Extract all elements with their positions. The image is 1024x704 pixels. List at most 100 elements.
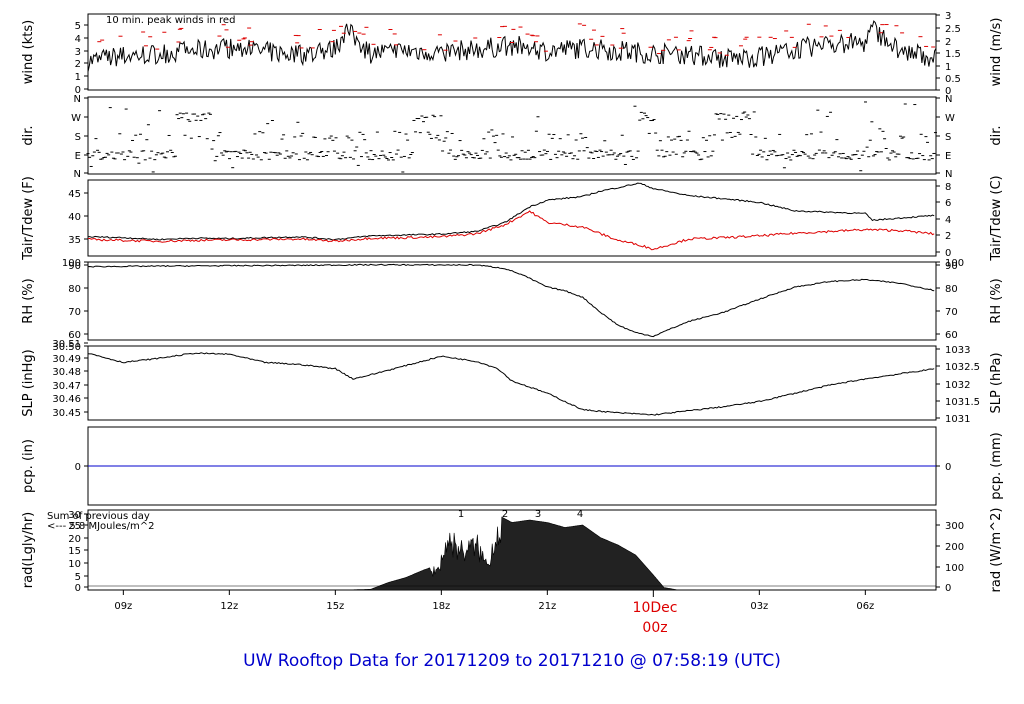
left-tick-label: S — [75, 132, 81, 143]
air-temp-line — [87, 182, 935, 241]
date-tick-label: 10Dec — [633, 600, 678, 616]
time-tick-label: 12z — [220, 601, 238, 612]
right-tick-label: 200 — [945, 542, 964, 553]
y-axis-label-left: SLP (inHg) — [21, 349, 36, 417]
page-title: UW Rooftop Data for 20171209 to 20171210… — [243, 651, 781, 671]
y-axis-label-left: wind (kts) — [21, 20, 36, 84]
y-axis-label-right: wind (m/s) — [989, 18, 1004, 87]
time-tick-label: 06z — [856, 601, 874, 612]
panel-frame — [87, 96, 937, 175]
left-tick-label: 30 — [68, 510, 81, 521]
left-tick-label: 10 — [68, 559, 81, 570]
wind-line — [87, 20, 937, 72]
right-tick-label: 3 — [945, 11, 951, 22]
left-tick-label: 70 — [68, 307, 81, 318]
left-tick-label: 20 — [68, 534, 81, 545]
y-axis-label-left: RH (%) — [21, 278, 36, 323]
right-tick-label: N — [945, 94, 952, 105]
panel-frame — [87, 13, 937, 91]
panel-frame — [87, 345, 937, 421]
right-tick-label: 2.5 — [945, 24, 961, 35]
y-axis-label-right: SLP (hPa) — [989, 352, 1004, 413]
y-axis-label-left: pcp. (in) — [21, 439, 36, 493]
right-tick-label: S — [945, 132, 951, 143]
right-tick-label: 6 — [945, 198, 951, 209]
right-tick-label: 1031 — [945, 414, 970, 425]
left-tick-label: 0 — [75, 462, 81, 473]
panel-frame — [87, 261, 937, 341]
right-tick-label: 8 — [945, 182, 951, 193]
right-tick-label: 2 — [945, 37, 951, 48]
panel-frame — [87, 179, 937, 257]
time-tick-label: 15z — [326, 601, 344, 612]
right-tick-label: 80 — [945, 284, 958, 295]
right-tick-label: W — [945, 113, 955, 124]
y-axis-label-left: rad(Lgly/hr) — [21, 512, 36, 588]
radiation-note-2: <--- 5.8 MJoules/m^2 — [47, 521, 155, 532]
right-tick-label: 0 — [945, 583, 951, 594]
left-tick-label: 15 — [68, 546, 81, 557]
left-tick-label: 30.46 — [52, 394, 81, 405]
slp-line — [87, 352, 935, 416]
radiation-marker: 1 — [458, 509, 464, 520]
panel-pcp: 0 0 pcp. (in) pcp. (mm) — [21, 426, 1004, 506]
right-tick-label: 1033 — [945, 345, 970, 356]
right-tick-label: 2 — [945, 231, 951, 242]
wind-annotation: 10 min. peak winds in red — [106, 15, 235, 26]
y-axis-label-right: Tair/Tdew (C) — [989, 175, 1004, 261]
left-tick-label: 35 — [68, 235, 81, 246]
y-axis-label-right: pcp. (mm) — [989, 432, 1004, 499]
left-tick-label: N — [74, 169, 81, 180]
y-axis-label-right: rad (W/m^2) — [989, 508, 1004, 593]
right-tick-label: 1032.5 — [945, 362, 980, 373]
time-tick-label: 09z — [114, 601, 132, 612]
right-tick-label: N — [945, 169, 952, 180]
left-tick-label: 3 — [75, 47, 81, 58]
radiation-marker: 4 — [577, 509, 583, 520]
radiation-area — [345, 516, 679, 591]
right-tick-label: E — [945, 151, 951, 162]
right-tick-label: 100 — [945, 258, 964, 269]
right-tick-label: 0 — [945, 86, 951, 97]
y-axis-label-left: Tair/Tdew (F) — [21, 176, 36, 261]
left-tick-label: 90 — [68, 261, 81, 272]
left-tick-label: 5 — [75, 572, 81, 583]
left-tick-label: 4 — [75, 34, 81, 45]
right-tick-label: 90 — [945, 261, 958, 272]
date-tick-sublabel: 00z — [642, 620, 667, 636]
right-tick-label: 100 — [945, 563, 964, 574]
left-tick-label: 60 — [68, 330, 81, 341]
time-tick-label: 03z — [750, 601, 768, 612]
right-tick-label: 0.5 — [945, 74, 961, 85]
left-tick-label: 1 — [75, 72, 81, 83]
right-tick-label: 0 — [945, 248, 951, 259]
right-tick-label: 4 — [945, 215, 951, 226]
left-tick-label: 25 — [68, 521, 81, 532]
y-axis-label-right: dir. — [989, 125, 1004, 145]
right-tick-label: 0 — [945, 462, 951, 473]
left-tick-label: 30.51 — [52, 339, 81, 350]
left-tick-label: 30.49 — [52, 354, 81, 365]
left-tick-label: 0 — [75, 85, 81, 96]
right-tick-label: 70 — [945, 307, 958, 318]
time-tick-label: 21z — [538, 601, 556, 612]
left-tick-label: N — [74, 94, 81, 105]
radiation-marker: 2 — [502, 509, 508, 520]
left-tick-label: 100 — [62, 258, 81, 269]
left-tick-label: E — [75, 151, 81, 162]
left-tick-label: 80 — [68, 284, 81, 295]
radiation-note-1: Sum of previous day — [47, 511, 150, 522]
right-tick-label: 300 — [945, 521, 964, 532]
left-tick-label: 40 — [68, 212, 81, 223]
rh-line — [87, 263, 935, 338]
dewpoint-line — [88, 210, 935, 251]
left-tick-label: 45 — [68, 189, 81, 200]
left-tick-label: 5 — [75, 21, 81, 32]
